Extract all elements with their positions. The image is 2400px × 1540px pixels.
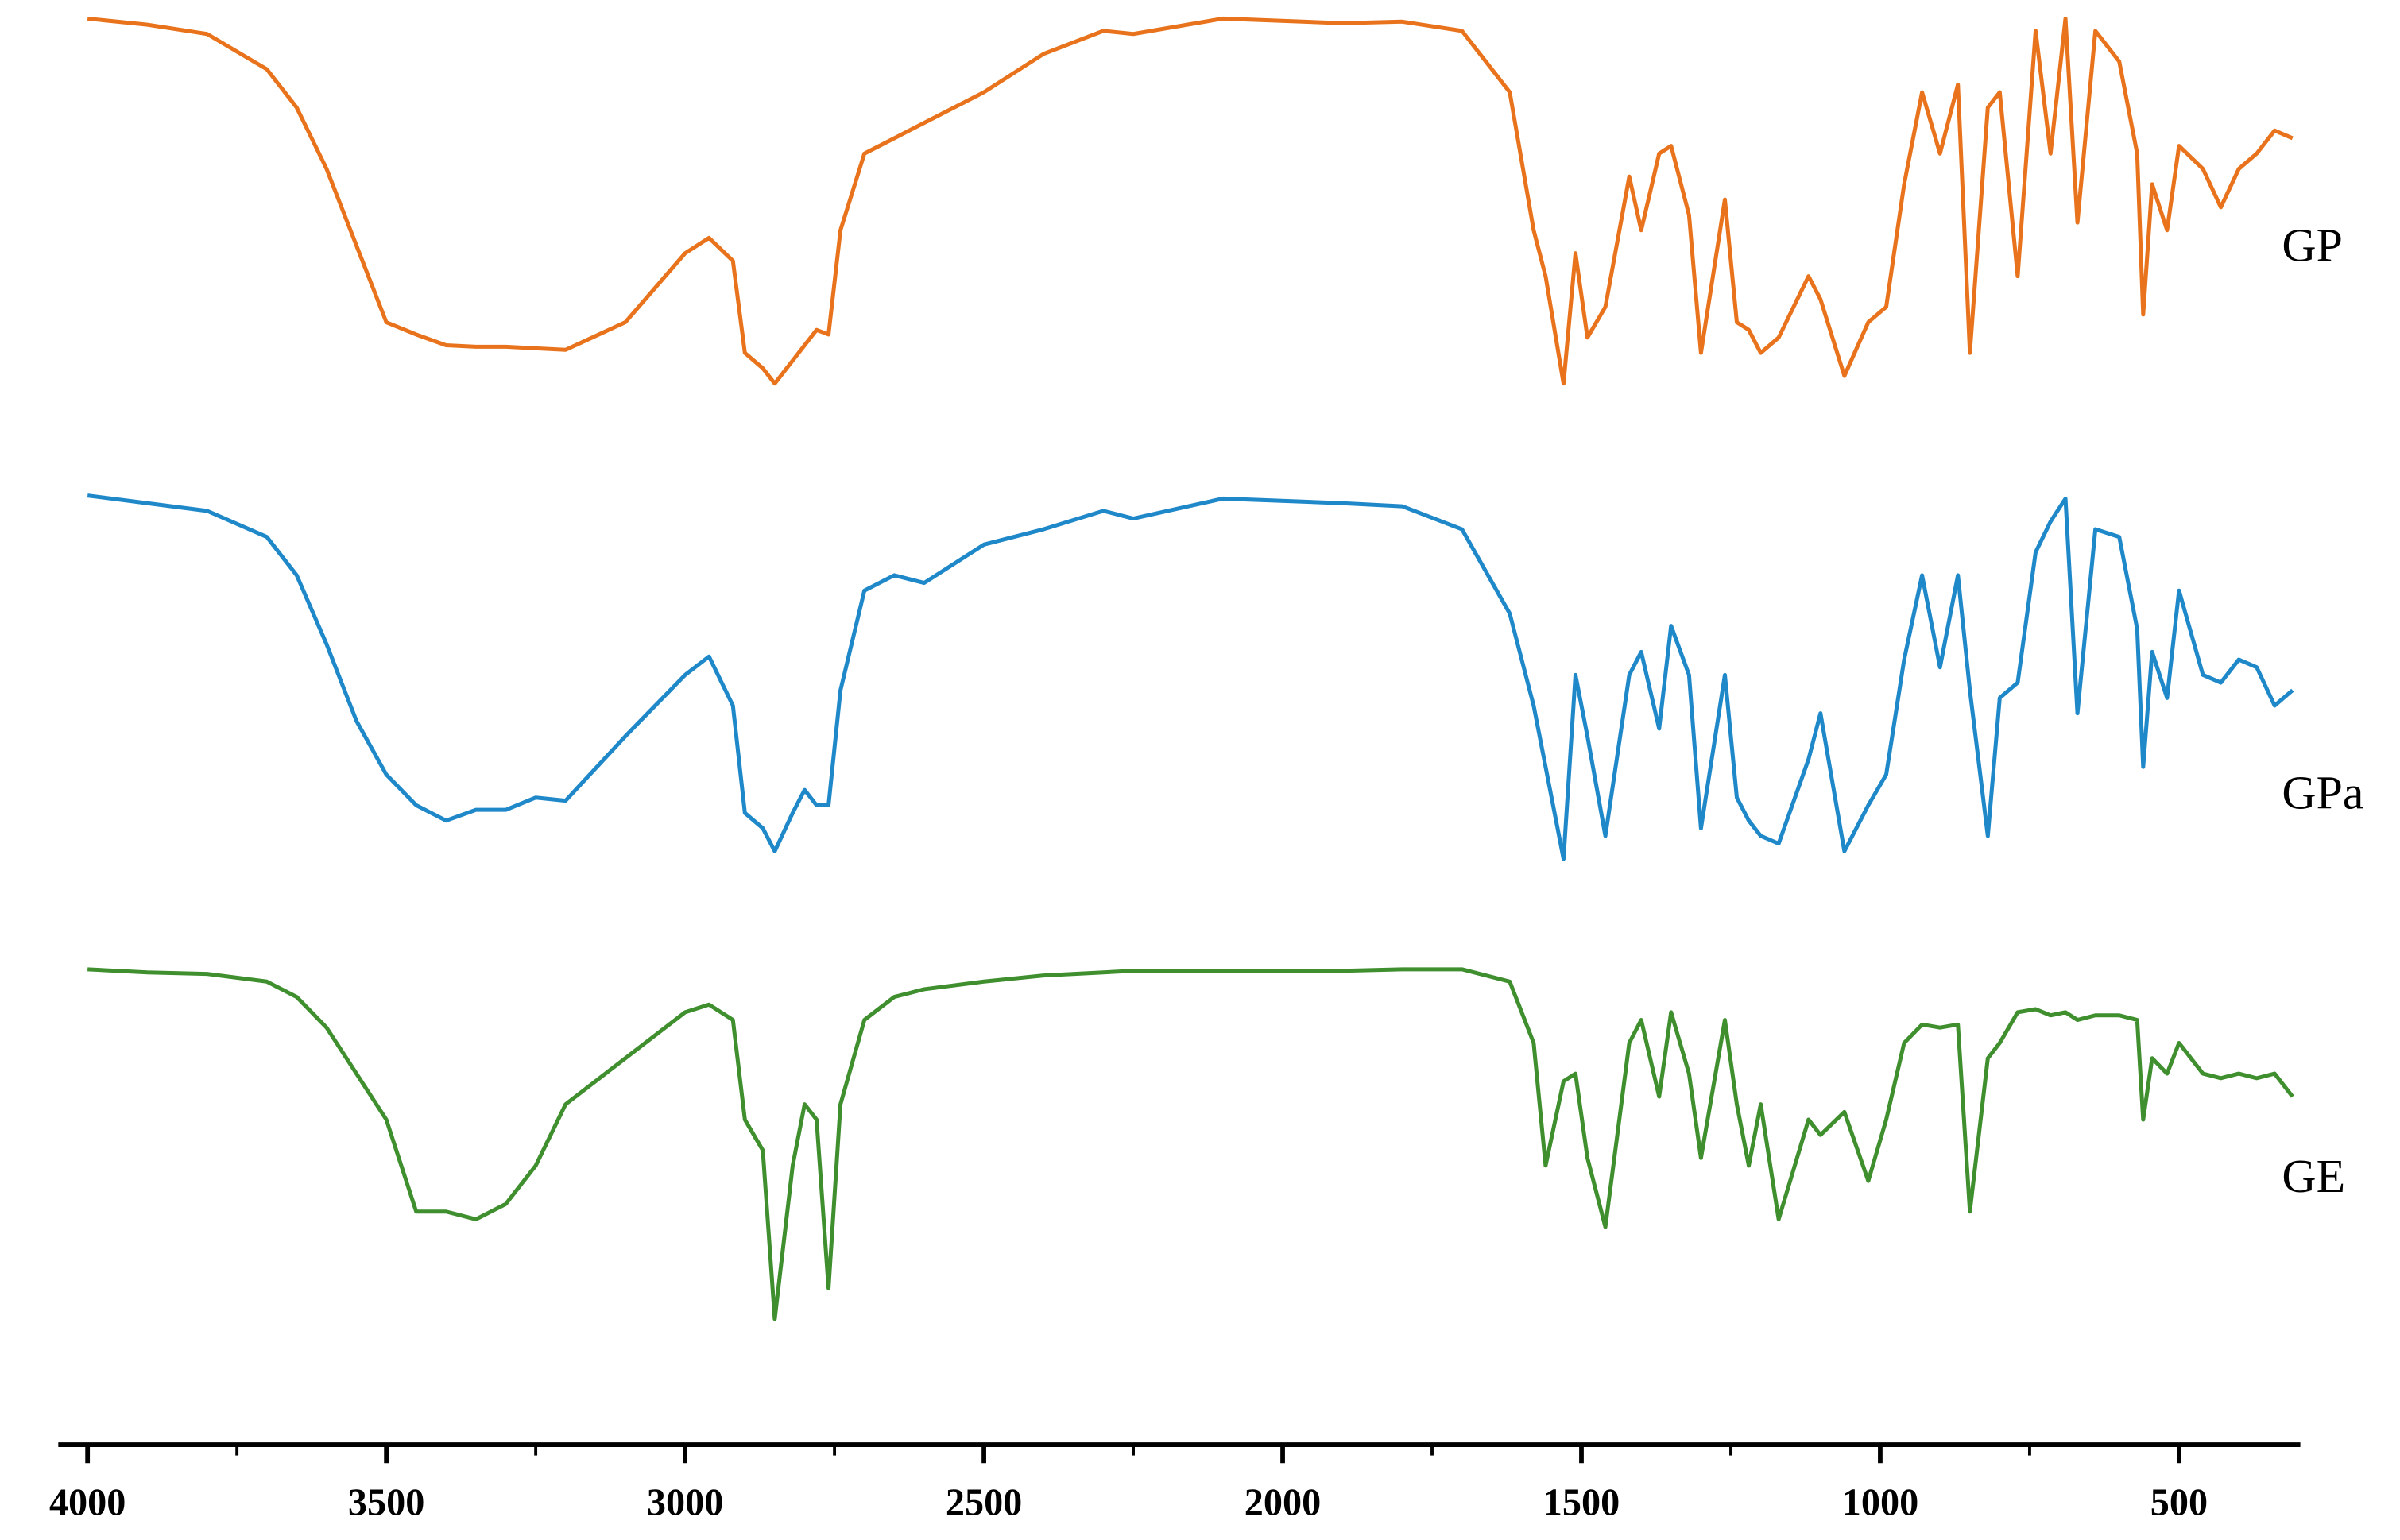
- spectrum-line: [87, 16, 2294, 386]
- x-tick-label: 2500: [946, 1481, 1022, 1523]
- series-label: GPa: [2282, 766, 2363, 818]
- x-tick-label: 3500: [348, 1481, 424, 1523]
- spectrum-line: [87, 493, 2294, 861]
- series-label: GE: [2282, 1150, 2345, 1202]
- series-label: GP: [2282, 219, 2342, 272]
- x-tick-label: 1000: [1842, 1481, 1918, 1523]
- x-tick-label: 500: [2150, 1481, 2208, 1523]
- x-tick-label: 4000: [49, 1481, 126, 1523]
- x-tick-label: 1500: [1543, 1481, 1620, 1523]
- x-tick-label: 3000: [647, 1481, 723, 1523]
- spectrum-line: [87, 967, 2294, 1321]
- x-tick-label: 2000: [1245, 1481, 1321, 1523]
